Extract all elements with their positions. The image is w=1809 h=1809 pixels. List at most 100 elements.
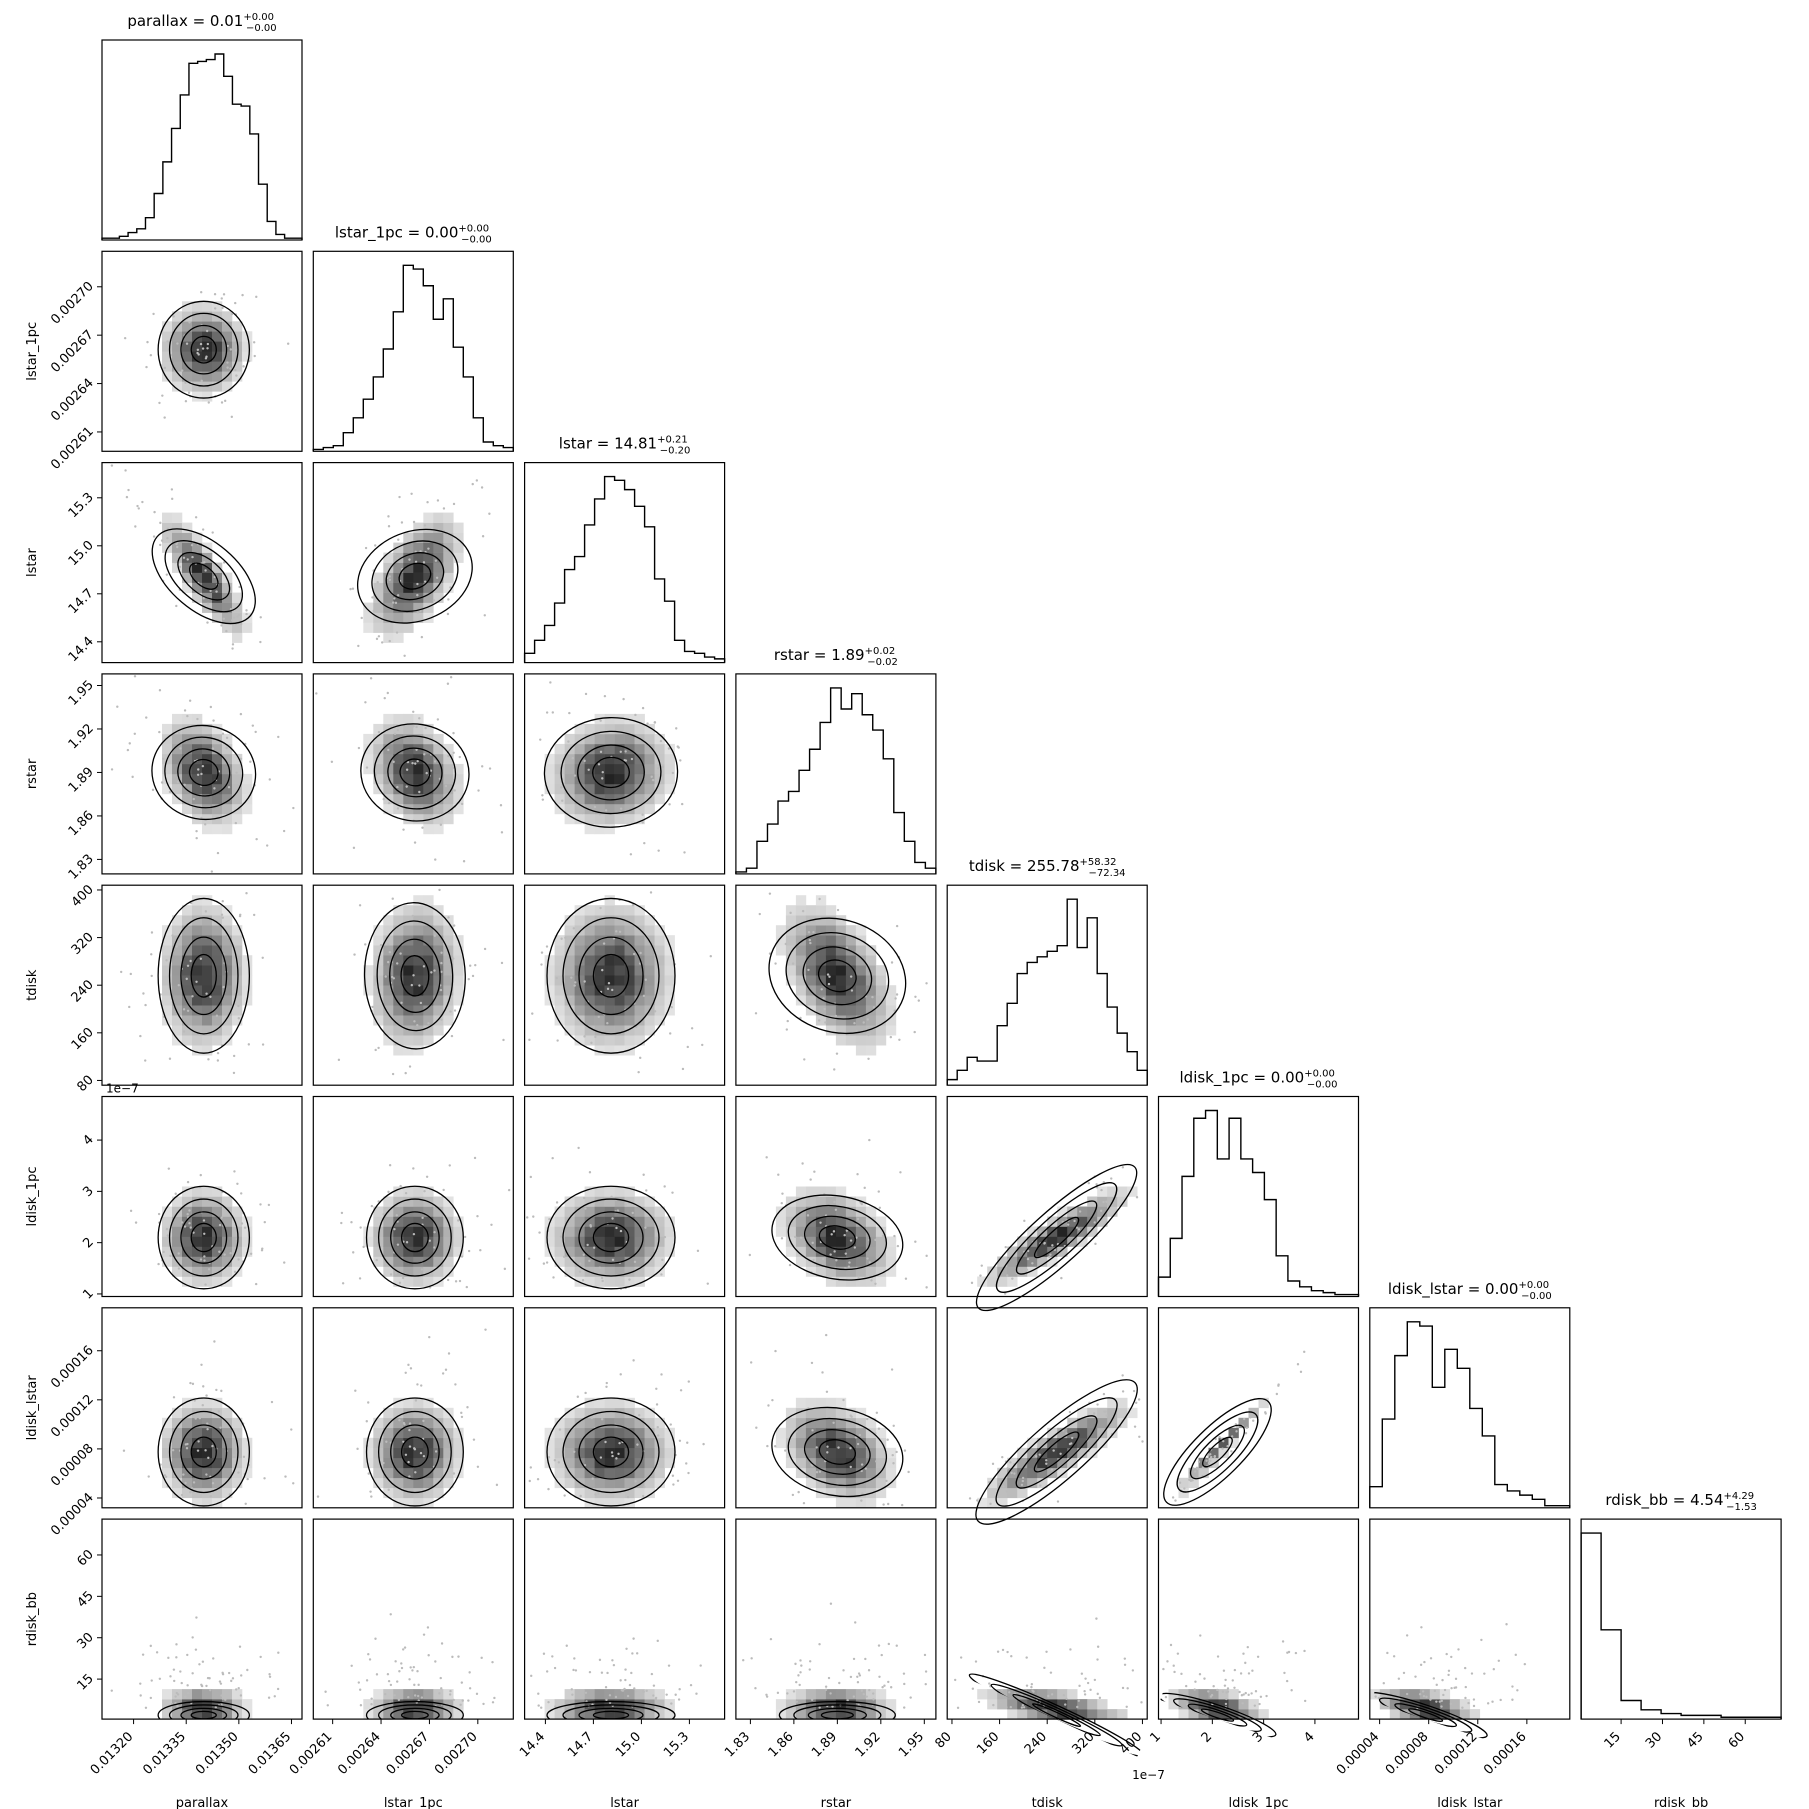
sample-point <box>221 899 224 903</box>
sample-point <box>860 1202 864 1206</box>
sample-point <box>849 1675 853 1679</box>
density-cell <box>554 935 565 946</box>
sample-point <box>230 312 234 316</box>
density-cell <box>845 995 857 1006</box>
sample-point <box>175 542 178 546</box>
sample-point <box>369 677 373 680</box>
density-cell <box>564 1417 575 1429</box>
density-cell <box>1178 1699 1189 1710</box>
sample-point <box>469 964 472 967</box>
sample-point <box>1184 1684 1188 1688</box>
sample-point <box>421 826 424 829</box>
density-cell <box>574 1417 585 1429</box>
sample-point <box>644 797 647 800</box>
density-cell <box>403 803 414 815</box>
y-tick-label: 0.00004 <box>48 1490 97 1539</box>
sample-point <box>1043 1242 1046 1245</box>
density-cell <box>885 1266 897 1277</box>
sample-point <box>610 1451 614 1454</box>
sample-point <box>204 1283 207 1286</box>
scatter-panel-rdisk_bb-vs-rstar <box>735 1518 937 1720</box>
density-cell <box>1057 1226 1068 1237</box>
panel-frame <box>735 1307 937 1509</box>
contour-line <box>562 917 660 1035</box>
sample-point <box>212 719 215 722</box>
panel-frame <box>312 1307 514 1509</box>
sample-point <box>207 1058 210 1061</box>
density-cell <box>614 985 625 996</box>
density-cell <box>875 1266 887 1277</box>
density-cell <box>654 793 665 805</box>
density-cell <box>594 1025 605 1036</box>
density-cell <box>644 975 655 986</box>
x-tick-label: 60 <box>1726 1729 1748 1751</box>
sample-point <box>1242 1652 1245 1655</box>
density-cell <box>1057 1437 1068 1449</box>
sample-point <box>1006 1650 1009 1654</box>
sample-point <box>215 1388 218 1392</box>
density-cell <box>403 1477 414 1489</box>
sample-point <box>483 614 486 617</box>
sample-point <box>863 1186 866 1190</box>
sample-point <box>502 1038 505 1042</box>
sample-point <box>110 464 114 467</box>
sample-point <box>611 1217 614 1220</box>
density-cell <box>885 1025 897 1036</box>
sample-point <box>1241 1702 1244 1705</box>
density-cell <box>383 1266 394 1277</box>
sample-point <box>220 913 224 916</box>
density-cell <box>242 1437 253 1449</box>
density-cell <box>383 965 394 976</box>
density-cell <box>453 1447 464 1459</box>
x-tick-label: 0.00012 <box>1432 1729 1481 1778</box>
density-cell <box>182 321 193 332</box>
sample-point <box>393 732 397 736</box>
density-cell <box>835 1186 847 1197</box>
density-cell <box>182 995 193 1006</box>
density-cell <box>413 1226 424 1237</box>
density-cell <box>624 1035 635 1046</box>
density-cell <box>443 1015 454 1026</box>
density-cell <box>1057 1447 1068 1459</box>
sample-point <box>1467 1701 1470 1705</box>
density-cell <box>815 965 827 976</box>
density-cell <box>1198 1467 1209 1479</box>
density-cell <box>423 985 434 996</box>
density-cell <box>202 975 213 986</box>
density-cell <box>785 1709 797 1720</box>
density-cell <box>192 935 203 946</box>
density-cell <box>232 925 243 936</box>
sample-point <box>251 724 255 727</box>
y-axis-label: ldisk_lstar <box>25 1375 40 1441</box>
density-cell <box>393 1689 404 1700</box>
sample-point <box>870 1279 873 1282</box>
density-cell <box>594 1246 605 1257</box>
scatter-panel-lstar-vs-lstar_1pc <box>312 462 514 664</box>
sample-point <box>259 616 262 619</box>
sample-point <box>389 1613 392 1616</box>
histogram-lstar <box>523 475 726 663</box>
sample-point <box>463 1235 467 1239</box>
density-cell <box>1087 1206 1098 1217</box>
contour-line <box>385 552 445 601</box>
density-cell <box>192 1196 203 1207</box>
sample-point <box>583 1463 587 1467</box>
density-cell <box>393 1015 404 1026</box>
sample-point <box>1392 1655 1396 1658</box>
sample-point <box>1059 1452 1062 1455</box>
density-cell <box>564 753 575 765</box>
density-cell <box>574 803 585 815</box>
density-cell <box>423 1216 434 1227</box>
density-cell <box>222 823 233 835</box>
density-cell <box>805 1447 817 1459</box>
sample-point <box>785 1028 789 1031</box>
panel-title: tdisk = 255.78+58.32 −72.34 <box>969 857 1126 879</box>
density-cell <box>654 1236 665 1247</box>
sample-point <box>531 1012 534 1015</box>
sample-point <box>529 1466 533 1469</box>
density-cell <box>564 1457 575 1469</box>
density-cell <box>785 975 797 986</box>
density-cell <box>805 1477 817 1489</box>
sample-point <box>811 1241 814 1245</box>
sample-point <box>611 1454 614 1458</box>
